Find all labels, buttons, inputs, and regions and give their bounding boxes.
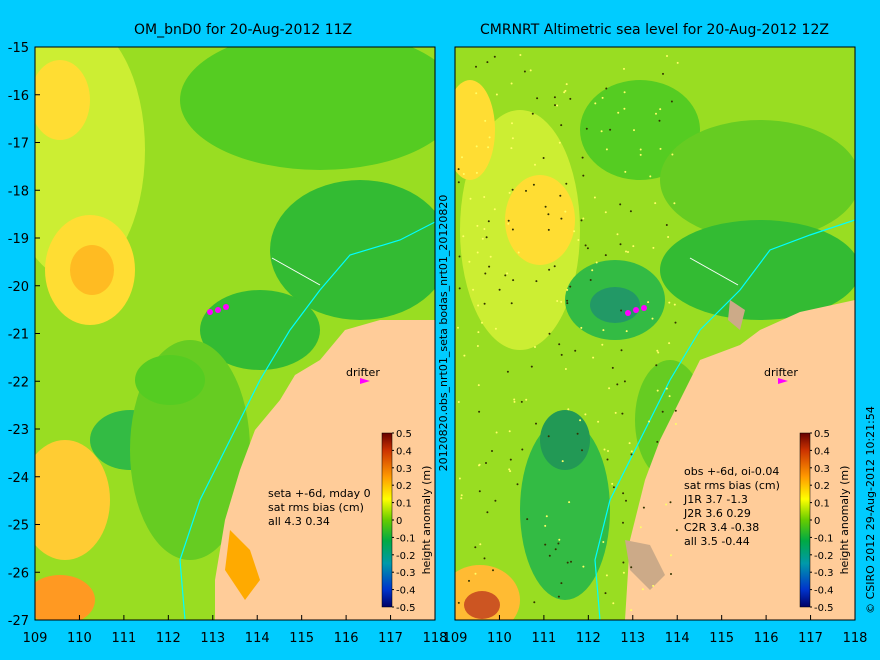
y-tick-label: -19 [8,232,29,247]
y-tick-label: -27 [8,614,29,629]
x-tick-label: 111 [531,631,556,646]
right-colorbar-ticks: 0.5 0.4 0.3 0.2 0.1 0 -0.1 -0.2 -0.3 -0.4 -0.5 [810,429,834,614]
right-map: 109 110 111 112 113 114 115 116 117 118 drifter o… [443,46,868,646]
copyright-label: © CSIRO 2012 29-Aug-2012 10:21:54 [864,406,877,614]
right-drifter-track [625,310,631,316]
right-drifter-label: drifter [764,366,798,379]
left-y-axis: -15 -16 -17 -18 -19 -20 -21 -22 -23 -24 -25 -26 -27 [8,41,40,629]
right-plot-frame [454,46,856,621]
stats-line: seta +-6d, mday 0 [268,487,371,500]
stats-line: obs +-6d, oi-0.04 [684,465,779,478]
right-stats-text: obs +-6d, oi-0.04 sat rms bias (cm) J1R 3.… [683,465,780,548]
left-contour-line [179,221,435,620]
y-tick-label: -22 [8,375,29,390]
stats-line: J2R 3.6 0.29 [683,507,751,520]
right-map-field [455,47,855,620]
right-drifter-arrow [778,378,788,384]
left-colorbar-ticks: 0.5 0.4 0.3 0.2 0.1 0 -0.1 -0.2 -0.3 -0.4 -0.5 [392,429,416,614]
colorbar-tick-label: 0.5 [396,429,412,440]
colorbar-tick-label: -0.5 [396,603,416,614]
x-tick-label: 116 [754,631,779,646]
y-tick-label: -24 [8,471,29,486]
x-tick-label: 110 [487,631,512,646]
stats-line: J1R 3.7 -1.3 [683,493,748,506]
stats-line: sat rms bias (cm) [684,479,780,492]
right-land [625,300,855,620]
left-colorbar [381,432,393,608]
x-tick-label: 113 [620,631,645,646]
colorbar-tick-label: 0.1 [814,499,830,510]
left-land [215,320,435,620]
left-x-axis: 109 110 111 112 113 114 115 116 117 118 [23,615,448,646]
x-tick-label: 109 [23,631,48,646]
stats-line: sat rms bias (cm) [268,501,364,514]
x-tick-label: 113 [200,631,225,646]
right-contour-line [594,219,855,620]
left-map-field [35,47,435,620]
colorbar-tick-label: 0.4 [396,446,412,457]
right-x-axis: 109 110 111 112 113 114 115 116 117 118 [443,615,868,646]
y-tick-label: -18 [8,184,29,199]
colorbar-tick-label: -0.3 [396,568,416,579]
left-drifter-label: drifter [346,366,380,379]
left-drifter-track [207,309,213,315]
colorbar-tick-label: -0.4 [814,586,834,597]
colorbar-tick-label: 0.1 [396,499,412,510]
colorbar-tick-label: -0.3 [814,568,834,579]
x-tick-label: 117 [378,631,403,646]
x-tick-label: 114 [665,631,690,646]
x-tick-label: 118 [423,631,448,646]
y-tick-label: -26 [8,566,29,581]
colorbar-tick-label: -0.4 [396,586,416,597]
colorbar-tick-label: -0.1 [396,533,416,544]
stats-line: all 3.5 -0.44 [684,535,750,548]
colorbar-tick-label: 0 [814,516,820,527]
right-colorbar-label: height anomaly (m) [838,466,851,575]
colorbar-tick-label: 0.4 [814,446,830,457]
left-colorbar-label: height anomaly (m) [420,466,433,575]
x-tick-label: 109 [443,631,468,646]
stats-line: all 4.3 0.34 [268,515,330,528]
y-tick-label: -16 [8,89,29,104]
y-tick-label: -23 [8,423,29,438]
colorbar-tick-label: 0.3 [814,464,830,475]
left-map-title: OM_bnD0 for 20-Aug-2012 11Z [134,22,353,38]
left-stats-text: seta +-6d, mday 0 sat rms bias (cm) all 4.… [268,487,371,528]
y-tick-label: -15 [8,41,29,56]
x-tick-label: 111 [111,631,136,646]
colorbar-tick-label: 0.2 [396,481,412,492]
colorbar-tick-label: -0.2 [814,551,834,562]
colorbar-tick-label: -0.1 [814,533,834,544]
colorbar-tick-label: 0.3 [396,464,412,475]
y-tick-label: -17 [8,137,29,152]
colorbar-tick-label: 0.2 [814,481,830,492]
x-tick-label: 115 [709,631,734,646]
x-tick-label: 110 [67,631,92,646]
right-map-title: CMRNRT Altimetric sea level for 20-Aug-2… [480,22,829,38]
left-map: 109 110 111 112 113 114 115 116 117 118 -15 -16 -17… [8,41,448,646]
x-tick-label: 112 [576,631,601,646]
x-tick-label: 118 [843,631,868,646]
right-colorbar [799,432,811,608]
x-tick-label: 112 [156,631,181,646]
colorbar-tick-label: -0.2 [396,551,416,562]
y-tick-label: -25 [8,519,29,534]
x-tick-label: 117 [798,631,823,646]
y-tick-label: -21 [8,328,29,343]
y-tick-label: -20 [8,280,29,295]
x-tick-label: 115 [289,631,314,646]
colorbar-tick-label: -0.5 [814,603,834,614]
x-tick-label: 116 [334,631,359,646]
left-drifter-arrow [360,378,370,384]
middle-side-label: 20120820.obs_nrt01_seta bodas_nrt01_2012… [437,195,450,472]
stats-line: C2R 3.4 -0.38 [684,521,759,534]
x-tick-label: 114 [245,631,270,646]
colorbar-tick-label: 0 [396,516,402,527]
colorbar-tick-label: 0.5 [814,429,830,440]
